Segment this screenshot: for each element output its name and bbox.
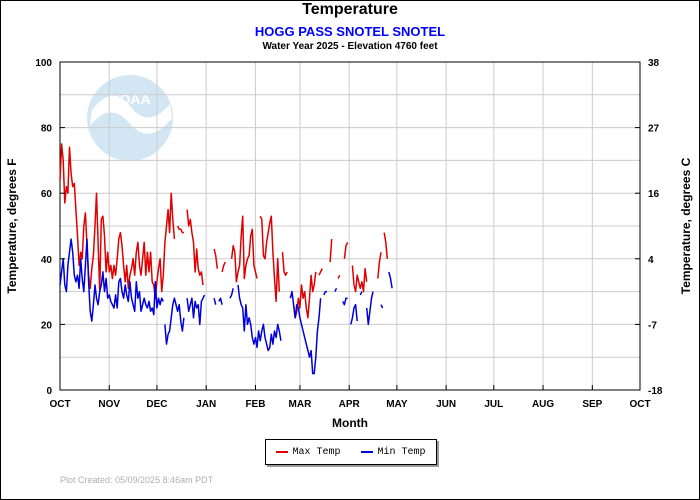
y-axis-label: Temperature, degrees F [5, 158, 19, 293]
legend-label-min: Min Temp [377, 446, 426, 458]
grid [60, 62, 640, 390]
y-tick-label: 40 [41, 255, 53, 266]
min-temp-line [365, 291, 374, 326]
y-right-tick-label: -7 [648, 320, 657, 331]
min-temp-line [323, 290, 327, 296]
legend-label-max: Max Temp [292, 446, 341, 458]
y-tick-label: 60 [41, 189, 53, 200]
max-temp-line [292, 271, 317, 319]
max-temp-line [377, 252, 382, 279]
plot-area [59, 61, 641, 391]
y-right-tick-label: 27 [648, 124, 660, 135]
noaa-logo-text: NOAA [109, 91, 150, 107]
y-axis-label-right: Temperature, degrees C [679, 157, 693, 294]
axis-layer: 0 20 40 60 80 100 -18 -7 4 16 27 38 OCT NOV DEC JAN FEB M… [35, 58, 663, 410]
max-temp-line [351, 265, 368, 293]
y-tick-label: 0 [46, 386, 52, 397]
x-tick-label: JUN [436, 399, 456, 410]
max-temp-line [176, 225, 184, 234]
max-temp-line [230, 215, 258, 283]
max-temp-line [213, 248, 219, 269]
legend: Max Temp Min Temp [265, 439, 437, 465]
chart-title: Temperature [302, 1, 398, 18]
min-temp-line [218, 297, 223, 305]
min-temp-line [164, 297, 185, 345]
min-temp-line [334, 287, 338, 292]
x-tick-label: MAY [386, 399, 408, 410]
min-temp-line [359, 291, 363, 296]
legend-swatch-max [276, 451, 289, 453]
x-tick-label: APR [339, 399, 361, 410]
max-temp-line [281, 252, 288, 276]
min-temp-line [59, 238, 164, 322]
x-tick-label: OCT [629, 399, 650, 410]
max-temp-line [337, 274, 341, 279]
x-axis-label: Month [332, 416, 368, 430]
series-layer [59, 143, 393, 375]
y-tick-label: 80 [41, 124, 53, 135]
min-temp-line [380, 304, 384, 309]
max-temp-line [259, 215, 281, 303]
max-temp-line [383, 232, 389, 259]
x-tick-label: SEP [582, 399, 602, 410]
min-temp-line [213, 298, 217, 305]
min-temp-line [289, 290, 322, 375]
y-right-tick-label: -18 [648, 386, 663, 397]
x-tick-label: OCT [49, 399, 70, 410]
x-tick-label: DEC [146, 399, 167, 410]
x-tick-label: JUL [484, 399, 503, 410]
y-tick-label: 20 [41, 320, 53, 331]
min-temp-line [342, 297, 348, 306]
min-temp-line [237, 284, 282, 352]
max-temp-line [343, 242, 349, 259]
x-tick-label: JAN [196, 399, 216, 410]
x-tick-label: NOV [98, 399, 120, 410]
min-temp-line [350, 303, 358, 325]
min-temp-line [388, 271, 393, 289]
max-temp-line [318, 268, 323, 276]
y-tick-label: 100 [35, 58, 52, 69]
noaa-logo: NOAA [87, 75, 173, 161]
x-tick-label: MAR [289, 399, 313, 410]
min-temp-line [229, 288, 234, 299]
legend-item-min: Min Temp [361, 446, 426, 458]
y-right-tick-label: 4 [648, 255, 654, 266]
max-temp-line [186, 209, 204, 286]
y-right-tick-label: 38 [648, 58, 660, 69]
min-temp-line [186, 294, 206, 326]
y-right-tick-label: 16 [648, 189, 660, 200]
station-name: HOGG PASS SNOTEL SNOTEL [254, 24, 446, 39]
max-temp-line [221, 261, 226, 273]
plot-created-footer: Plot Created: 05/09/2025 8:46am PDT [60, 475, 214, 485]
legend-swatch-min [361, 451, 374, 453]
x-tick-label: FEB [245, 399, 265, 410]
x-tick-label: AUG [532, 399, 554, 410]
legend-item-max: Max Temp [276, 446, 341, 458]
chart-subtitle: Water Year 2025 - Elevation 4760 feet [262, 41, 438, 52]
max-temp-line [329, 239, 333, 263]
